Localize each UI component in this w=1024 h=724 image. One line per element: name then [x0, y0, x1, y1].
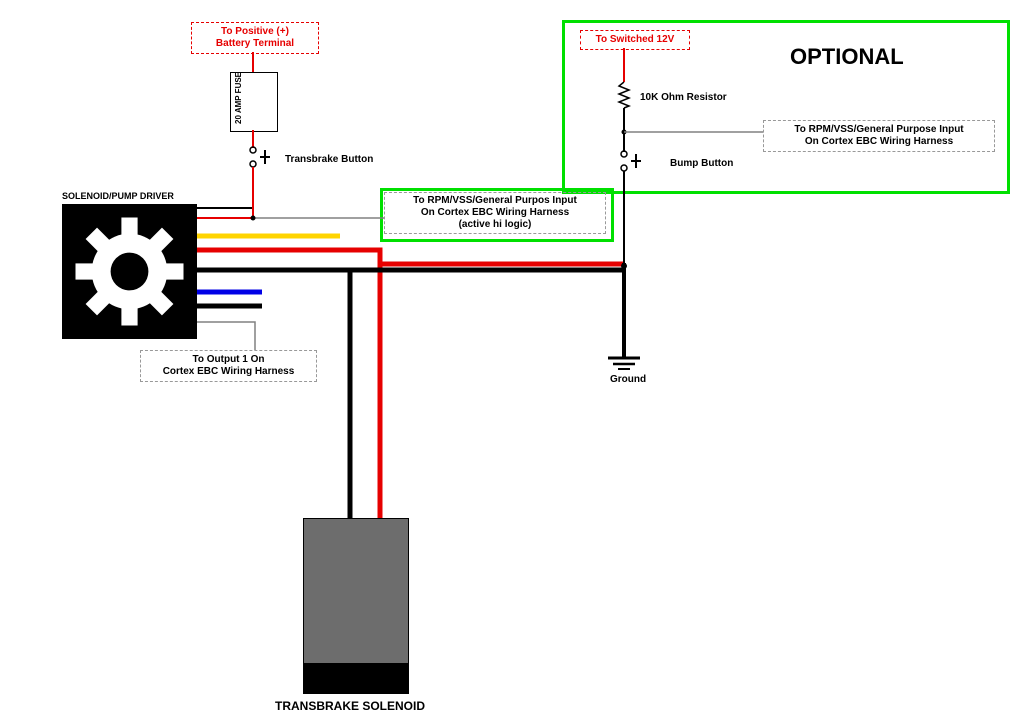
output1-line2: Cortex EBC Wiring Harness: [163, 366, 295, 378]
driver-label: SOLENOID/PUMP DRIVER: [62, 191, 174, 201]
optional-title: OPTIONAL: [790, 44, 904, 70]
battery-box: To Positive (+) Battery Terminal: [191, 22, 319, 54]
rpm-main-line2: On Cortex EBC Wiring Harness: [421, 207, 569, 219]
output1-box: To Output 1 On Cortex EBC Wiring Harness: [140, 350, 317, 382]
rpm-opt-box: To RPM/VSS/General Purpose Input On Cort…: [763, 120, 995, 152]
bump-button-label: Bump Button: [670, 158, 733, 169]
rpm-main-line1: To RPM/VSS/General Purpos Input: [413, 195, 577, 207]
battery-line1: To Positive (+): [221, 26, 289, 38]
gear-icon: [62, 204, 197, 339]
rpm-opt-line2: On Cortex EBC Wiring Harness: [805, 136, 953, 148]
transbrake-button-label: Transbrake Button: [285, 154, 373, 165]
resistor-label: 10K Ohm Resistor: [640, 92, 727, 103]
rpm-opt-line1: To RPM/VSS/General Purpose Input: [794, 124, 963, 136]
ground-label: Ground: [610, 374, 646, 385]
fuse-label: 20 AMP FUSE: [234, 72, 243, 124]
switched12-line: To Switched 12V: [596, 34, 675, 46]
rpm-main-line3: (active hi logic): [459, 219, 532, 231]
solenoid-label: TRANSBRAKE SOLENOID: [275, 699, 425, 713]
solenoid-block: [303, 518, 409, 694]
driver-module: [62, 204, 197, 339]
output1-line1: To Output 1 On: [192, 354, 264, 366]
battery-line2: Battery Terminal: [216, 38, 294, 50]
rpm-main-box: To RPM/VSS/General Purpos Input On Corte…: [384, 192, 606, 234]
switched12-box: To Switched 12V: [580, 30, 690, 50]
